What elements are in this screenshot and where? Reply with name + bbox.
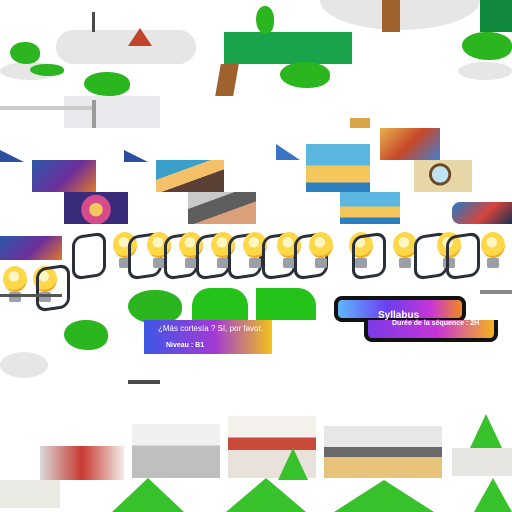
lightbulb-icon bbox=[30, 266, 60, 308]
leaf-icon bbox=[84, 72, 130, 96]
book-icon bbox=[380, 128, 440, 160]
lightbulb-icon bbox=[390, 232, 420, 274]
classroom-photo bbox=[228, 416, 316, 478]
divider-line bbox=[92, 12, 95, 32]
cloud-icon bbox=[320, 0, 480, 30]
bush-icon bbox=[256, 288, 316, 320]
map-icon bbox=[340, 192, 400, 224]
illustration-people bbox=[0, 236, 62, 260]
lightbulb-icon bbox=[176, 232, 206, 274]
tree-icon bbox=[334, 480, 434, 512]
lightbulb-icon bbox=[208, 232, 238, 274]
lightbulb-icon bbox=[274, 232, 304, 274]
syllabus-card[interactable]: Syllabus bbox=[334, 296, 466, 322]
illustration-typing bbox=[188, 192, 256, 224]
leaf-icon bbox=[10, 42, 40, 64]
bush-icon bbox=[64, 320, 108, 350]
leaf-icon bbox=[30, 64, 64, 76]
magnifier-icon bbox=[414, 160, 472, 192]
divider-line bbox=[128, 380, 160, 384]
leaf-icon bbox=[280, 62, 330, 88]
leaf-icon bbox=[256, 6, 274, 34]
hexagon-frame bbox=[72, 231, 106, 281]
bush-icon bbox=[128, 290, 182, 324]
divider-line bbox=[92, 100, 96, 128]
grey-panel bbox=[64, 96, 160, 128]
tab-edge bbox=[276, 144, 300, 160]
divider-line bbox=[480, 290, 512, 294]
syllabus-duration-card: Durée de la séquence : 2H bbox=[364, 320, 498, 342]
syllabus-title: Syllabus bbox=[378, 310, 420, 321]
lightbulb-icon bbox=[0, 266, 30, 308]
notes-photo bbox=[0, 480, 60, 508]
illustration-people bbox=[32, 160, 96, 192]
tab-edge bbox=[0, 150, 24, 162]
tab-edge bbox=[124, 150, 148, 162]
lightbulb-icon bbox=[478, 232, 508, 274]
lightbulb-icon bbox=[240, 232, 270, 274]
lightbulb-icon bbox=[346, 232, 376, 274]
bush-icon bbox=[192, 288, 248, 324]
hexagon-frame bbox=[352, 231, 386, 281]
map-icon bbox=[306, 144, 370, 192]
hexagon-frame bbox=[36, 263, 70, 313]
lesson-banner: ¿Más cortesía ? Sí, por favor. Niveau : … bbox=[144, 320, 272, 354]
tree-icon bbox=[226, 478, 306, 512]
classroom-photo bbox=[40, 446, 124, 480]
syllabus-duration: Durée de la séquence : 2H bbox=[392, 320, 480, 327]
notes-photo bbox=[452, 448, 512, 476]
divider-line bbox=[0, 106, 96, 110]
divider-line bbox=[0, 294, 62, 297]
scenery-top bbox=[0, 0, 512, 130]
tree-icon bbox=[224, 32, 352, 64]
classroom-photo bbox=[324, 426, 442, 478]
banner-title: ¿Más cortesía ? Sí, por favor. bbox=[158, 324, 263, 333]
hexagon-frame bbox=[446, 231, 480, 281]
cloud-icon bbox=[458, 62, 512, 80]
tree-icon bbox=[474, 478, 512, 512]
tree-trunk bbox=[215, 64, 239, 96]
cloud-icon bbox=[56, 30, 196, 64]
tree-icon bbox=[480, 0, 512, 32]
illustration-classroom bbox=[452, 202, 512, 224]
cloud-icon bbox=[0, 352, 48, 378]
tree-icon bbox=[112, 478, 184, 512]
laptop-icon bbox=[156, 160, 224, 192]
classroom-photo bbox=[132, 424, 220, 478]
leaf-icon bbox=[462, 32, 512, 60]
banner-level: Niveau : B1 bbox=[166, 342, 205, 349]
tree-icon bbox=[470, 414, 502, 448]
tab-edge bbox=[350, 118, 370, 128]
lightbulb-icon bbox=[306, 232, 336, 274]
lightbulb-icon bbox=[434, 232, 464, 274]
tree-trunk bbox=[382, 0, 400, 32]
lightbulb-strip bbox=[0, 228, 512, 318]
lightbulb-icon bbox=[144, 232, 174, 274]
lightbulb-icon bbox=[110, 232, 140, 274]
illustration-brain bbox=[64, 192, 128, 224]
